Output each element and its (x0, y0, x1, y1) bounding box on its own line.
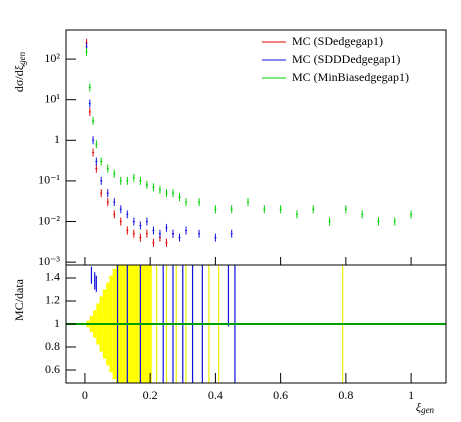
x-tick-label: 0.4 (208, 388, 223, 402)
top-plot (85, 38, 413, 247)
y-tick-label: 1 (54, 316, 60, 330)
y-tick-label: 1 (54, 132, 60, 146)
data-point (113, 198, 116, 207)
data-point (178, 233, 181, 242)
data-point (139, 233, 142, 242)
data-point (139, 176, 142, 185)
legend-label: MC (MinBiasedgegap1) (292, 70, 409, 84)
data-point (132, 229, 135, 238)
data-point (410, 210, 413, 219)
data-point (119, 217, 122, 226)
data-point (393, 217, 396, 226)
data-point (85, 47, 88, 56)
data-point (247, 198, 250, 207)
data-point (113, 210, 116, 219)
data-point (214, 233, 217, 242)
data-point (295, 210, 298, 219)
data-point (95, 140, 98, 149)
data-point (165, 223, 168, 232)
data-point (126, 176, 129, 185)
data-point (185, 198, 188, 207)
data-point (126, 210, 129, 219)
data-point (132, 217, 135, 226)
legend-label: MC (SDDDedgegap1) (292, 52, 400, 66)
x-tick-label: 0.6 (273, 388, 288, 402)
data-point (145, 229, 148, 238)
data-point (152, 226, 155, 235)
data-point (139, 221, 142, 230)
data-point (198, 229, 201, 238)
data-point (171, 229, 174, 238)
data-point (88, 99, 91, 108)
y-tick-label: 10⁻² (38, 213, 60, 227)
y-tick-label: 10⁻¹ (38, 173, 60, 187)
data-point (106, 189, 109, 198)
ratio-axis-label: MC/data (12, 278, 26, 321)
x-axis-label: ξgen (416, 400, 435, 415)
data-point (165, 238, 168, 247)
x-tick-label: 0.2 (143, 388, 158, 402)
y-tick-label: 10² (44, 51, 60, 65)
data-point (100, 176, 103, 185)
axes: 10⁻³ 10⁻² 10⁻¹ 1 10¹ 10² MC (SDedgegap1) MC (SD… (38, 29, 447, 402)
data-point (344, 205, 347, 214)
data-point (165, 189, 168, 198)
ratio-plot (66, 265, 446, 383)
data-point (95, 157, 98, 166)
data-point (152, 238, 155, 247)
data-point (100, 157, 103, 166)
y-tick-label: 10¹ (44, 91, 60, 105)
x-tick-label: 0.8 (338, 388, 353, 402)
x-tick-label: 1 (408, 388, 414, 402)
x-tick-label: 0 (82, 388, 88, 402)
data-point (230, 205, 233, 214)
y-tick-label: 1.4 (45, 270, 60, 284)
data-point (113, 169, 116, 178)
data-point (214, 205, 217, 214)
data-point (88, 107, 91, 116)
data-point (152, 183, 155, 192)
data-point (145, 217, 148, 226)
data-point (119, 176, 122, 185)
data-point (377, 217, 380, 226)
data-point (92, 136, 95, 145)
data-point (100, 189, 103, 198)
data-point (119, 205, 122, 214)
data-point (198, 198, 201, 207)
y-tick-label: 0.6 (45, 362, 60, 376)
data-point (361, 210, 364, 219)
data-point (328, 217, 331, 226)
data-point (126, 226, 129, 235)
data-point (178, 193, 181, 202)
legend-label: MC (SDedgegap1) (292, 34, 383, 48)
data-point (185, 226, 188, 235)
data-point (279, 205, 282, 214)
data-point (92, 148, 95, 157)
data-point (92, 116, 95, 125)
data-point (145, 180, 148, 189)
data-point (171, 189, 174, 198)
y-tick-label: 0.8 (45, 339, 60, 353)
data-point (263, 205, 266, 214)
data-point (106, 164, 109, 173)
y-tick-label: 10⁻³ (38, 254, 60, 268)
y-axis-label: dσ/dξgen (12, 51, 27, 92)
data-point (95, 164, 98, 173)
data-point (88, 83, 91, 92)
y-tick-label: 1.2 (45, 293, 60, 307)
data-point (312, 205, 315, 214)
data-point (106, 198, 109, 207)
data-point (158, 185, 161, 194)
data-point (158, 229, 161, 238)
data-point (230, 229, 233, 238)
data-point (132, 173, 135, 182)
